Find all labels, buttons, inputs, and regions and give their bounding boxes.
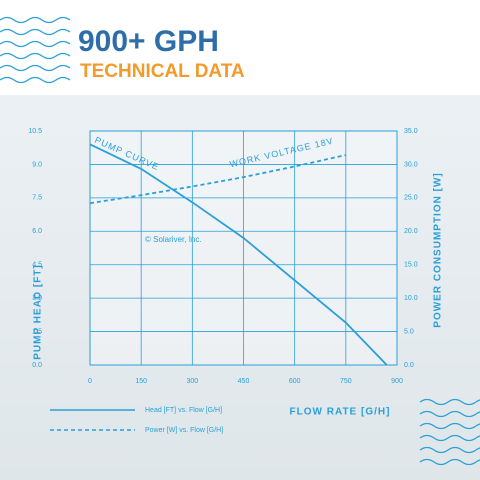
y2-tick-label: 5.0 — [404, 328, 414, 335]
annotation: © Solariver, Inc. — [145, 235, 202, 244]
series-line — [89, 143, 388, 366]
y-tick-label: 7.5 — [32, 195, 42, 202]
y2-tick-label: 25.0 — [404, 195, 418, 202]
y-tick-label: 3.0 — [32, 295, 42, 302]
y2-tick-label: 0.0 — [404, 362, 414, 369]
y-tick-label: 4.5 — [32, 262, 42, 269]
y-axis-title: PUMP HEAD [FT] — [33, 264, 44, 359]
chart-title: 900+ GPH — [78, 25, 219, 58]
y2-tick-label: 20.0 — [404, 228, 418, 235]
x-tick-label: 450 — [238, 378, 250, 385]
y2-tick-label: 30.0 — [404, 161, 418, 168]
x-tick-label: 150 — [135, 378, 147, 385]
y2-tick-label: 10.0 — [404, 295, 418, 302]
x-tick-label: 600 — [289, 378, 301, 385]
x-tick-label: 0 — [88, 378, 92, 385]
x-axis-title: FLOW RATE [G/H] — [290, 407, 391, 418]
y-tick-label: 6.0 — [32, 228, 42, 235]
y-tick-label: 0.0 — [32, 362, 42, 369]
y2-tick-label: 15.0 — [404, 262, 418, 269]
y-tick-label: 1.5 — [32, 328, 42, 335]
y-tick-label: 10.5 — [28, 128, 42, 135]
legend-label: Power [W] vs. Flow [G/H] — [145, 427, 223, 434]
y2-axis-title: POWER CONSUMPTION [W] — [433, 172, 444, 327]
waves — [0, 16, 480, 466]
y-tick-label: 9.0 — [32, 161, 42, 168]
y2-tick-label: 35.0 — [404, 128, 418, 135]
x-tick-label: 750 — [340, 378, 352, 385]
legend-label: Head [FT] vs. Flow [G/H] — [145, 407, 222, 414]
chart-subtitle: TECHNICAL DATA — [80, 61, 245, 82]
x-tick-label: 300 — [186, 378, 198, 385]
x-tick-label: 900 — [391, 378, 403, 385]
header — [0, 0, 480, 95]
